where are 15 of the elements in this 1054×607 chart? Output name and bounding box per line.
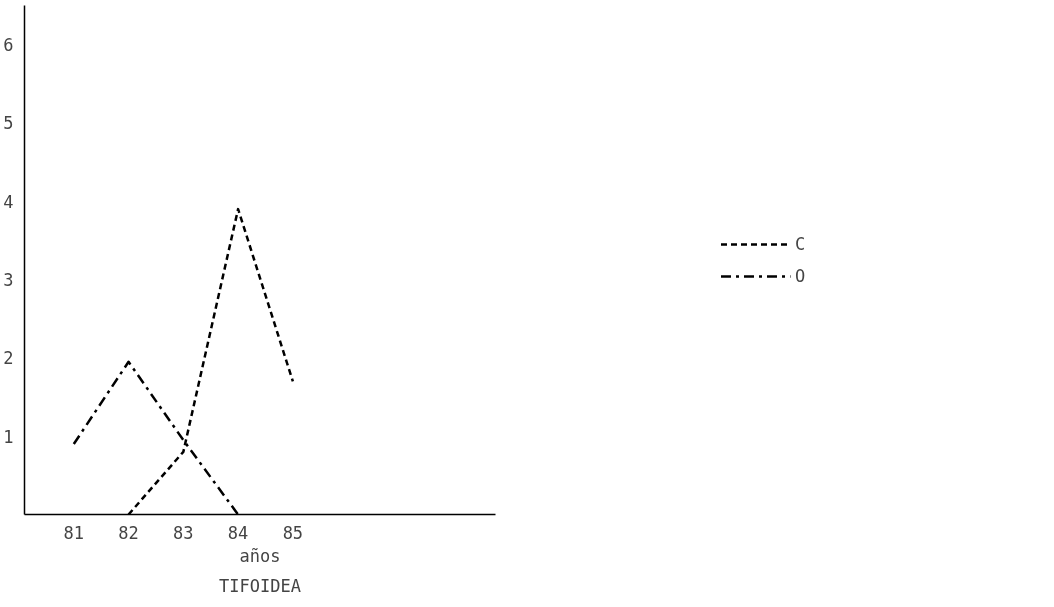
x-axis-title: años: [239, 545, 281, 566]
y-tick-label: 2: [3, 348, 14, 369]
x-tick-label: 81: [63, 522, 85, 543]
x-tick-label: 83: [173, 522, 194, 543]
y-tick-label: 4: [3, 191, 14, 212]
x-tick-label: 85: [282, 522, 304, 543]
y-tick-label: 1: [3, 426, 14, 447]
y-tick-label: 5: [3, 113, 14, 134]
legend-label: C: [795, 233, 807, 254]
text: TIFOIDEA: [219, 575, 301, 596]
x-tick-label: 82: [118, 522, 139, 543]
legend-label: O: [795, 265, 807, 286]
x-tick-label: 84: [227, 522, 249, 543]
y-tick-label: 3: [3, 270, 14, 291]
y-tick-label: 6: [3, 35, 14, 56]
